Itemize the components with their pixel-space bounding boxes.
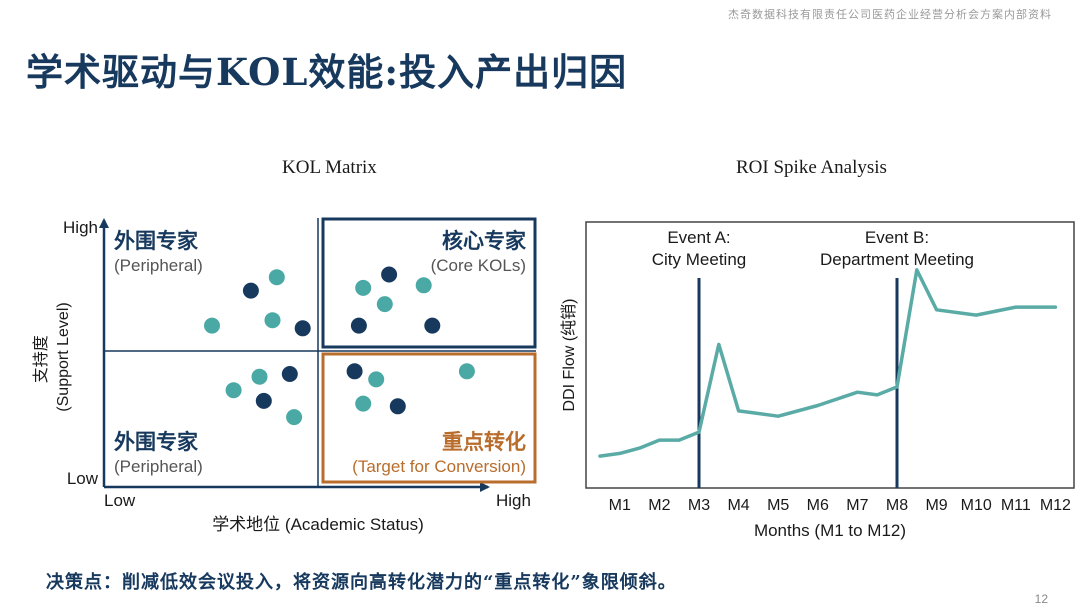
roi-series-line: [598, 268, 1058, 458]
roi-event-sublabel-0: City Meeting: [652, 250, 746, 269]
kol-y-tick-high: High: [63, 218, 98, 237]
kol-point-navy-3: [350, 317, 367, 334]
roi-x-tick-m6: M6: [807, 497, 829, 514]
roi-y-axis-label: DDI Flow (纯销): [560, 299, 578, 412]
roi-x-tick-m3: M3: [688, 497, 710, 514]
kol-point-teal-5: [415, 277, 432, 294]
roi-x-tick-m1: M1: [609, 497, 631, 514]
roi-x-ticks: M1 M2 M3 M4 M5 M6 M7 M8 M9 M10 M11 M12: [609, 497, 1071, 514]
roi-plot-frame: [585, 221, 1075, 489]
kol-point-navy-1: [294, 320, 311, 337]
kol-point-navy-4: [424, 317, 441, 334]
roi-x-tick-m8: M8: [886, 497, 908, 514]
quadrant-tr-name: 核心专家: [442, 229, 527, 253]
roi-x-tick-m11: M11: [1001, 497, 1031, 514]
kol-core-quadrant-box: [321, 217, 537, 349]
roi-x-tick-m10: M10: [961, 497, 992, 514]
quadrant-tl-name: 外围专家: [114, 229, 199, 253]
kol-target-quadrant-box: [321, 352, 537, 484]
kol-point-teal-0: [204, 317, 220, 334]
roi-event-sublabel-1: Department Meeting: [820, 250, 974, 269]
kol-point-navy-6: [255, 392, 272, 409]
roi-events: Event A: City Meeting Event B: Department M…: [652, 228, 974, 488]
roi-x-tick-m12: M12: [1040, 497, 1071, 514]
roi-series: [598, 268, 1058, 458]
kol-point-teal-3: [355, 279, 372, 296]
quadrant-br-name: 重点转化: [442, 430, 526, 454]
kol-point-navy-8: [389, 398, 406, 415]
quadrant-tr-subtitle: (Core KOLs): [431, 256, 526, 275]
kol-y-axis-label: 支持度 (Support Level): [32, 302, 72, 411]
roi-x-tick-m5: M5: [767, 497, 789, 514]
kol-point-teal-1: [268, 269, 285, 286]
roi-x-axis-label: Months (M1 to M12): [754, 521, 906, 540]
quadrant-bl-name: 外围专家: [114, 430, 199, 454]
roi-x-tick-m7: M7: [846, 497, 868, 514]
kol-point-teal-8: [286, 409, 303, 426]
kol-matrix-title: KOL Matrix: [282, 157, 377, 178]
roi-x-tick-m2: M2: [648, 497, 670, 514]
kol-point-navy-7: [346, 363, 363, 380]
quadrant-bl-subtitle: (Peripheral): [114, 457, 203, 476]
kol-x-axis-label: 学术地位 (Academic Status): [212, 515, 424, 534]
roi-chart-title: ROI Spike Analysis: [736, 157, 887, 178]
page-number: 12: [1034, 592, 1048, 606]
roi-event-label-1: Event B:: [865, 228, 929, 247]
kol-y-tick-low: Low: [67, 469, 99, 488]
kol-point-teal-7: [251, 368, 268, 385]
kol-point-navy-2: [381, 266, 398, 283]
quadrant-br-subtitle: (Target for Conversion): [352, 457, 526, 476]
kol-x-tick-high: High: [496, 491, 531, 510]
roi-x-tick-m9: M9: [925, 497, 947, 514]
kol-point-teal-4: [376, 296, 393, 313]
kol-point-teal-2: [264, 312, 281, 329]
header-note: 杰奇数据科技有限责任公司医药企业经营分析会方案内部资料: [728, 8, 1052, 21]
roi-event-label-0: Event A:: [667, 228, 730, 247]
kol-point-teal-6: [225, 382, 242, 399]
page-title: 学术驱动与KOL效能:投入产出归因: [26, 50, 628, 94]
decision-note: 决策点：削减低效会议投入，将资源向高转化潜力的“重点转化”象限倾斜。: [46, 572, 677, 593]
kol-points: [204, 266, 475, 426]
kol-point-teal-10: [355, 395, 372, 412]
kol-point-navy-0: [242, 282, 259, 299]
roi-x-tick-m4: M4: [727, 497, 749, 514]
quadrant-tl-subtitle: (Peripheral): [114, 256, 203, 275]
kol-point-navy-5: [281, 366, 298, 382]
kol-x-tick-low: Low: [104, 491, 136, 510]
kol-point-teal-9: [368, 371, 385, 388]
kol-point-teal-11: [458, 363, 475, 380]
